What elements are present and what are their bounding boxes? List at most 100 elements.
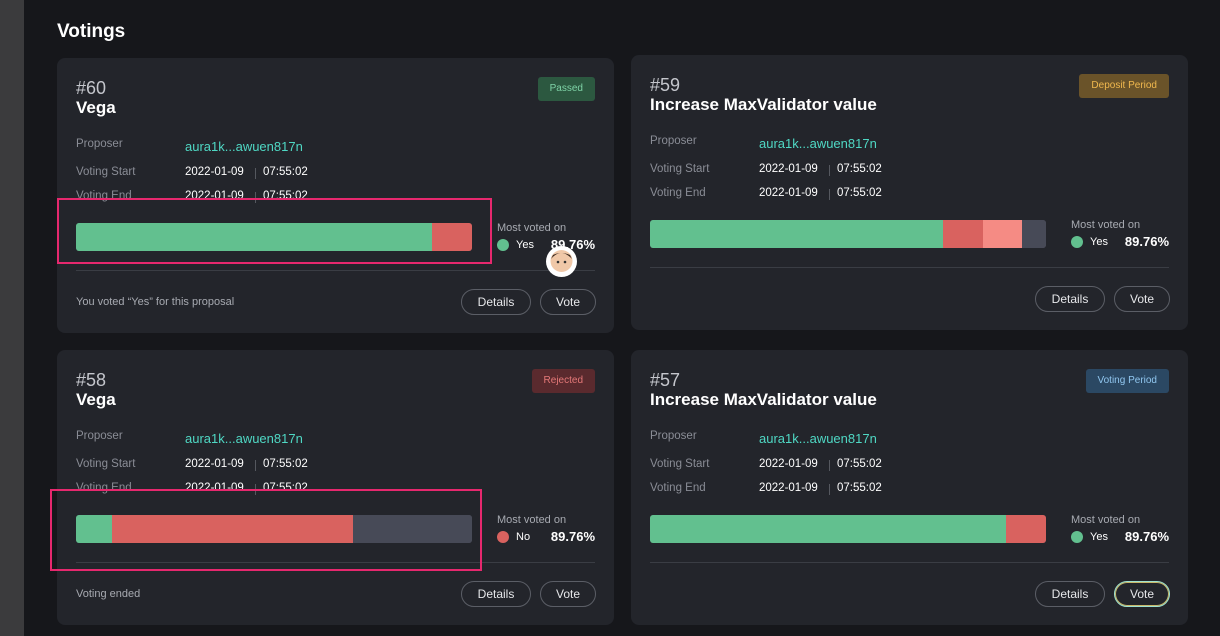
proposal-card: #57 Increase MaxValidator value Voting Per…	[631, 350, 1188, 625]
proposer-label: Proposer	[76, 138, 123, 150]
most-voted-percent: 89.76%	[1124, 234, 1169, 249]
separator	[829, 460, 830, 471]
vote-segment	[943, 220, 983, 248]
sidebar	[0, 0, 24, 636]
start-date: 2022-01-09	[185, 458, 244, 470]
vote-button[interactable]: Vote	[1114, 581, 1170, 607]
status-badge: Rejected	[531, 369, 595, 393]
proposer-label: Proposer	[650, 430, 697, 442]
separator	[829, 484, 830, 495]
vote-dot	[497, 531, 509, 543]
most-voted-label: Most voted on	[1071, 219, 1141, 231]
proposal-id: #58	[76, 370, 107, 390]
proposal-card: #60 Vega Passed Proposer aura1k...awuen817n V…	[57, 58, 614, 333]
divider	[650, 562, 1169, 563]
most-voted-label: Most voted on	[1071, 514, 1141, 526]
proposer-address[interactable]: aura1k...awuen817n	[185, 139, 303, 154]
start-time: 07:55:02	[837, 458, 882, 470]
most-voted-option: Yes	[1090, 531, 1108, 543]
proposer-address[interactable]: aura1k...awuen817n	[759, 136, 877, 151]
vote-button[interactable]: Vote	[1114, 286, 1170, 312]
proposal-card: #58 Vega Rejected Proposer aura1k...awuen817…	[57, 350, 614, 625]
details-button[interactable]: Details	[1035, 286, 1105, 312]
most-voted-option: No	[516, 531, 531, 543]
end-label: Voting End	[650, 482, 706, 494]
vote-segment	[432, 223, 472, 251]
separator	[255, 460, 256, 471]
start-date: 2022-01-09	[759, 163, 818, 175]
highlight-box	[50, 489, 482, 571]
vote-segment	[111, 515, 354, 543]
most-voted-percent: 89.76%	[1124, 529, 1169, 544]
start-label: Voting Start	[650, 458, 710, 470]
proposer-address[interactable]: aura1k...awuen817n	[759, 431, 877, 446]
vote-segment	[353, 515, 472, 543]
proposal-id: #60	[76, 78, 107, 98]
vote-segment	[1006, 515, 1046, 543]
separator	[255, 192, 256, 203]
status-badge: Voting Period	[1085, 369, 1169, 393]
proposal-id: #57	[650, 370, 681, 390]
separator	[255, 168, 256, 179]
start-date: 2022-01-09	[185, 166, 244, 178]
vote-button[interactable]: Vote	[540, 581, 596, 607]
vote-segment	[650, 220, 944, 248]
vote-segment	[1022, 220, 1046, 248]
status-badge: Deposit Period	[1079, 74, 1169, 98]
most-voted-option: Yes	[516, 239, 534, 251]
most-voted-label: Most voted on	[497, 514, 567, 526]
start-date: 2022-01-09	[759, 458, 818, 470]
status-badge: Passed	[537, 77, 595, 101]
start-label: Voting Start	[76, 166, 136, 178]
details-button[interactable]: Details	[461, 289, 531, 315]
end-label: Voting End	[650, 187, 706, 199]
vote-bar	[650, 220, 1046, 248]
end-time: 07:55:02	[837, 482, 882, 494]
proposal-title: Vega	[76, 390, 116, 409]
avatar	[546, 246, 577, 277]
vote-dot	[1071, 236, 1083, 248]
end-date: 2022-01-09	[759, 482, 818, 494]
divider	[650, 267, 1169, 268]
details-button[interactable]: Details	[1035, 581, 1105, 607]
proposal-id: #59	[650, 75, 681, 95]
proposal-title: Vega	[76, 98, 116, 117]
separator	[829, 189, 830, 200]
vote-button[interactable]: Vote	[540, 289, 596, 315]
proposal-title: Increase MaxValidator value	[650, 95, 877, 114]
most-voted-label: Most voted on	[497, 222, 567, 234]
proposal-card: #59 Increase MaxValidator value Deposit Pe…	[631, 55, 1188, 330]
divider	[76, 562, 595, 563]
highlight-box	[57, 198, 492, 264]
vote-dot	[497, 239, 509, 251]
divider	[76, 270, 595, 271]
vote-segment	[76, 223, 433, 251]
vote-segment	[76, 515, 112, 543]
start-label: Voting Start	[650, 163, 710, 175]
most-voted-option: Yes	[1090, 236, 1108, 248]
vote-bar	[76, 223, 472, 251]
end-date: 2022-01-09	[759, 187, 818, 199]
proposer-label: Proposer	[76, 430, 123, 442]
proposer-label: Proposer	[650, 135, 697, 147]
most-voted-percent: 89.76%	[550, 529, 595, 544]
details-button[interactable]: Details	[461, 581, 531, 607]
end-date: 2022-01-09	[185, 482, 244, 494]
vote-segment	[982, 220, 1023, 248]
footer-note: You voted “Yes” for this proposal	[76, 296, 235, 308]
footer-note: Voting ended	[76, 588, 141, 600]
page-title: Votings	[57, 21, 126, 42]
vote-segment	[650, 515, 1007, 543]
start-time: 07:55:02	[837, 163, 882, 175]
start-time: 07:55:02	[263, 166, 308, 178]
end-time: 07:55:02	[837, 187, 882, 199]
start-label: Voting Start	[76, 458, 136, 470]
proposal-title: Increase MaxValidator value	[650, 390, 877, 409]
vote-bar	[650, 515, 1046, 543]
start-time: 07:55:02	[263, 458, 308, 470]
separator	[829, 165, 830, 176]
end-label: Voting End	[76, 482, 132, 494]
vote-bar	[76, 515, 472, 543]
proposer-address[interactable]: aura1k...awuen817n	[185, 431, 303, 446]
